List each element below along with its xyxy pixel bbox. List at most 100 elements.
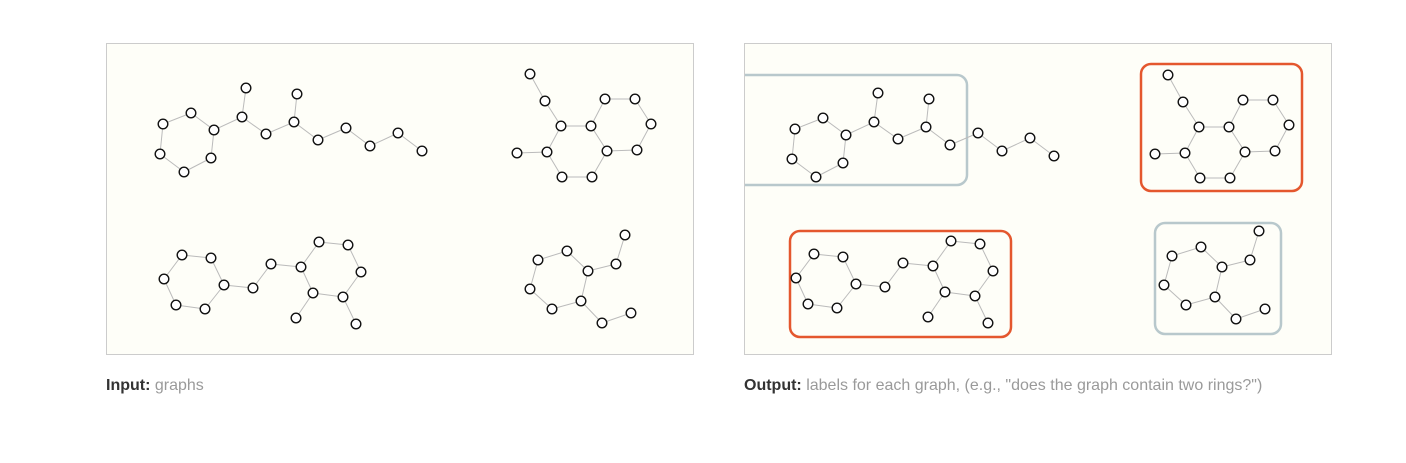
input-graph-2-node xyxy=(631,144,643,156)
output-graph-1-node xyxy=(789,123,801,135)
input-graph-3-node xyxy=(350,318,362,330)
output-graph-4-node xyxy=(1195,241,1207,253)
output-graph-1-node xyxy=(837,157,849,169)
input-graph-3-node xyxy=(290,312,302,324)
input-graph-1-node xyxy=(205,152,217,164)
output-graph-3-node xyxy=(982,317,994,329)
input-graph-1-node xyxy=(185,107,197,119)
input-graph-1-node xyxy=(178,166,190,178)
output-graph-4-node xyxy=(1166,250,1178,262)
input-graph-1-node xyxy=(392,127,404,139)
output-graph-4-node xyxy=(1259,303,1271,315)
input-graph-1-node xyxy=(208,124,220,136)
output-graph-3-node xyxy=(808,248,820,260)
input-graph-2-node xyxy=(586,171,598,183)
output-graph-3-node xyxy=(831,302,843,314)
input-graph-4-node xyxy=(582,265,594,277)
output-graph-4 xyxy=(1158,225,1271,325)
input-graph-1-node xyxy=(340,122,352,134)
input-graph-3-node xyxy=(337,291,349,303)
output-graph-1-node xyxy=(944,139,956,151)
input-caption: Input: graphs xyxy=(106,376,204,396)
output-graph-4-node xyxy=(1244,254,1256,266)
input-panel xyxy=(106,43,694,355)
output-graph-4-node xyxy=(1216,261,1228,273)
input-graph-3 xyxy=(158,236,367,330)
input-graph-3-node xyxy=(307,287,319,299)
output-graph-3-node xyxy=(987,265,999,277)
input-graph-4 xyxy=(524,229,637,329)
output-graph-2-node xyxy=(1162,69,1174,81)
output-graph-3-node xyxy=(974,238,986,250)
output-graph-2-node xyxy=(1177,96,1189,108)
input-graph-2-node xyxy=(555,120,567,132)
output-graph-2-node xyxy=(1149,148,1161,160)
input-graph-1-node xyxy=(260,128,272,140)
label-box-negative xyxy=(1153,221,1283,336)
output-graph-1-node xyxy=(972,127,984,139)
input-graph-1-node xyxy=(291,88,303,100)
input-graph-2-node xyxy=(556,171,568,183)
output-graph-3-node xyxy=(790,272,802,284)
output-graph-1-node xyxy=(1024,132,1036,144)
output-caption-label: Output: xyxy=(744,377,802,394)
output-graph-1-node xyxy=(996,145,1008,157)
output-graph-1-node xyxy=(810,171,822,183)
output-graph-4-node xyxy=(1230,313,1242,325)
input-caption-text: graphs xyxy=(154,377,204,394)
input-graph-2-node xyxy=(601,145,613,157)
output-graphs-canvas xyxy=(745,62,1304,339)
input-graph-4-node xyxy=(625,307,637,319)
input-graph-1-node xyxy=(416,145,428,157)
label-box-positive xyxy=(788,229,1013,339)
output-graph-3-node xyxy=(879,281,891,293)
output-graph-1-node xyxy=(923,93,935,105)
output-graph-2-node xyxy=(1194,172,1206,184)
output-caption: Output: labels for each graph, (e.g., "d… xyxy=(744,376,1262,396)
label-box-positive xyxy=(1139,62,1304,193)
input-graph-1-node xyxy=(240,82,252,94)
output-graph-2-node xyxy=(1239,146,1251,158)
output-graph-1-node xyxy=(840,129,852,141)
input-graph-3-node xyxy=(170,299,182,311)
input-graph-2-node xyxy=(585,120,597,132)
input-graph-2-node xyxy=(539,95,551,107)
input-graph-4-node xyxy=(546,303,558,315)
output-graph-3-node xyxy=(850,278,862,290)
input-graph-2-node xyxy=(524,68,536,80)
input-graph-3-node xyxy=(265,258,277,270)
output-graph-1 xyxy=(786,87,1060,183)
input-graph-4-node xyxy=(610,258,622,270)
input-graph-3-node xyxy=(158,273,170,285)
output-graph-2-node xyxy=(1193,121,1205,133)
output-graph-2-node xyxy=(1224,172,1236,184)
output-graph-1-node xyxy=(786,153,798,165)
input-graph-1-node xyxy=(236,111,248,123)
input-graph-3-node xyxy=(247,282,259,294)
output-graph-4-node xyxy=(1253,225,1265,237)
input-graph-4-node xyxy=(575,295,587,307)
input-graph-3-node xyxy=(355,266,367,278)
input-graph-2 xyxy=(511,68,657,183)
output-graph-2-node xyxy=(1223,121,1235,133)
output-graph-1-node xyxy=(817,112,829,124)
input-graph-2-node xyxy=(599,93,611,105)
output-graph-1-node xyxy=(1048,150,1060,162)
output-graph-2-node xyxy=(1237,94,1249,106)
input-graph-3-node xyxy=(176,249,188,261)
input-graph-1-node xyxy=(157,118,169,130)
input-graph-4-node xyxy=(524,283,536,295)
input-graph-3-node xyxy=(313,236,325,248)
output-graph-3 xyxy=(790,235,999,329)
label-box-negative xyxy=(745,73,969,187)
input-graph-1 xyxy=(154,82,428,178)
output-graph-3-node xyxy=(837,251,849,263)
output-caption-text: labels for each graph, (e.g., "does the … xyxy=(806,377,1263,394)
input-graph-2-node xyxy=(629,93,641,105)
output-graph-2-node xyxy=(1179,147,1191,159)
output-graph-3-node xyxy=(969,290,981,302)
output-graph-3-node xyxy=(927,260,939,272)
input-caption-label: Input: xyxy=(106,377,151,394)
output-graph-2-node xyxy=(1283,119,1295,131)
input-graph-1-node xyxy=(364,140,376,152)
